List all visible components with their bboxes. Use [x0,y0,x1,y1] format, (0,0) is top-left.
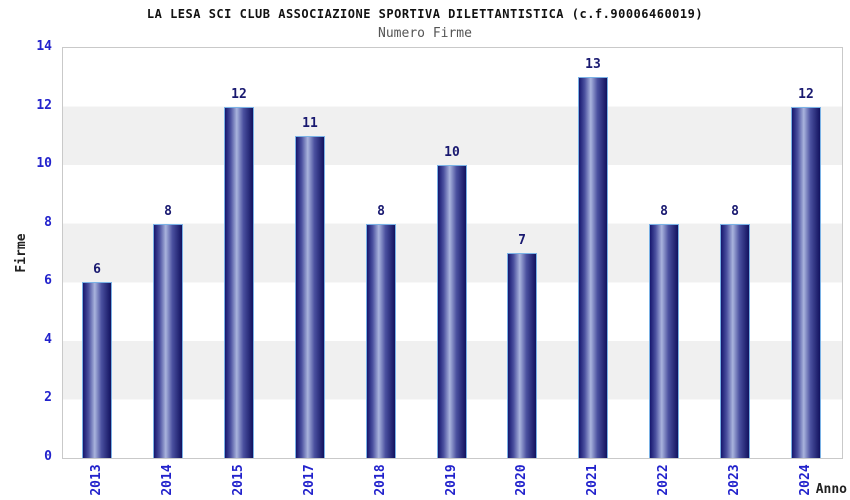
bar-2023[interactable] [720,224,750,458]
bar-value-label: 13 [585,57,601,72]
x-tick-label-2017: 2017 [302,464,317,496]
x-axis-title: Anno [815,482,847,497]
y-tick-label: 8 [44,214,52,230]
bar-2015[interactable] [224,107,254,458]
y-tick-label: 14 [36,39,52,54]
bar-2014[interactable] [153,224,183,458]
bar-value-label: 12 [231,87,247,102]
x-tick-label-2013: 2013 [89,464,104,496]
y-tick-label: 12 [36,97,52,113]
y-tick-label: 4 [44,331,52,347]
bar-value-label: 8 [164,204,172,219]
bar-value-label: 7 [518,233,526,248]
y-tick-label: 0 [44,449,52,464]
x-tick-label-2019: 2019 [444,464,459,496]
bar-value-label: 11 [302,116,318,131]
bar-2013[interactable] [82,282,112,458]
bar-2017[interactable] [295,136,325,458]
bar-2019[interactable] [437,165,467,458]
bar-2024[interactable] [791,107,821,458]
x-tick-label-2014: 2014 [160,464,175,496]
x-tick-label-2020: 2020 [514,464,529,496]
bar-value-label: 6 [93,262,101,277]
bar-value-label: 8 [731,204,739,219]
bar-value-label: 8 [660,204,668,219]
chart-subtitle: Numero Firme [378,26,472,41]
bar-value-label: 10 [444,145,460,160]
x-tick-label-2024: 2024 [798,464,813,496]
bar-2020[interactable] [507,253,537,458]
x-tick-label-2023: 2023 [727,464,742,496]
y-tick-label: 2 [44,390,52,406]
bar-2021[interactable] [578,77,608,458]
y-tick-label: 6 [44,273,52,289]
chart-title: LA LESA SCI CLUB ASSOCIAZIONE SPORTIVA D… [146,7,704,21]
bar-value-label: 8 [377,204,385,219]
x-tick-label-2018: 2018 [373,464,388,496]
bar-2018[interactable] [366,224,396,458]
bar-2022[interactable] [649,224,679,458]
x-tick-label-2015: 2015 [231,464,246,496]
bar-value-label: 12 [798,87,814,102]
x-tick-label-2021: 2021 [585,464,600,496]
x-tick-label-2022: 2022 [656,464,671,496]
y-tick-label: 10 [36,156,52,172]
